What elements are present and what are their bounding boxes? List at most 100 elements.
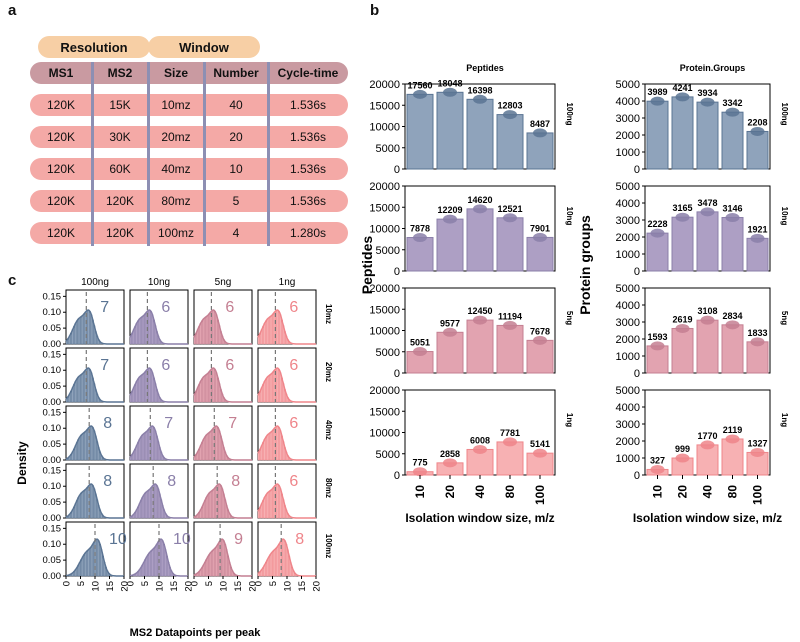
y-tick-label: 4000 (616, 96, 640, 108)
histogram-bar (150, 550, 152, 577)
density-curve (257, 483, 316, 519)
bar (721, 438, 744, 476)
density-curve (129, 367, 188, 403)
data-label: 2619 (672, 314, 692, 324)
y-tick-label: 20000 (369, 181, 400, 193)
data-point (413, 89, 427, 99)
y-tick-label: 20000 (369, 283, 400, 295)
histogram-bar (83, 432, 86, 461)
x-tick-label: 15 (233, 581, 244, 592)
y-tick-label: 0.00 (43, 513, 62, 524)
histogram-bar (155, 485, 158, 519)
bar (466, 98, 494, 170)
histogram-bar (278, 369, 280, 403)
x-tick-label: 0 (62, 581, 73, 586)
y-tick-label: 0.05 (43, 323, 62, 334)
histogram-bar (88, 311, 91, 345)
y-tick-label: 0.10 (43, 307, 62, 318)
histogram-bar (276, 425, 279, 461)
histogram-bar (90, 425, 93, 461)
x-axis-label: Isolation window size, m/z (633, 511, 782, 525)
histogram-bar (270, 315, 273, 345)
data-label: 5051 (410, 338, 430, 348)
histogram-bar (201, 320, 203, 345)
group-header-resolution: Resolution (38, 36, 150, 58)
data-point (700, 315, 715, 325)
bar (671, 216, 694, 272)
density-curve (193, 483, 252, 519)
y-tick-label: 0 (634, 368, 640, 380)
histogram-bar (276, 309, 279, 345)
density-curve (257, 538, 316, 577)
histogram-bar (151, 549, 154, 577)
histogram-bar (148, 367, 151, 403)
bar (696, 211, 719, 272)
x-tick-label: 40 (473, 485, 487, 499)
histogram-bar (211, 429, 214, 461)
histogram-bar (283, 540, 286, 577)
histogram-bar (138, 439, 141, 461)
histogram-bar (265, 378, 267, 403)
median-value: 7 (100, 299, 109, 316)
column-title: 1ng (279, 277, 296, 288)
median-value: 7 (164, 415, 173, 432)
y-tick-label: 10000 (369, 428, 400, 440)
y-tick-label: 5000 (616, 181, 640, 193)
bar (406, 237, 434, 272)
facet-label: 20mz (324, 362, 333, 382)
density-curve (193, 309, 252, 345)
x-tick-label: 10 (651, 485, 665, 499)
histogram-bar (209, 431, 212, 461)
x-tick-label: 20 (184, 581, 195, 592)
x-tick-label: 10 (283, 581, 294, 592)
x-tick-label: 40 (701, 485, 715, 499)
table-cell: 120K (105, 194, 135, 208)
histogram-bar (75, 378, 78, 403)
y-tick-label: 3000 (616, 317, 640, 329)
histogram-bar (77, 497, 80, 519)
data-label: 1770 (697, 431, 717, 441)
histogram-bar (206, 315, 209, 345)
histogram-bar (270, 489, 273, 519)
bar (436, 218, 464, 272)
column-divider (203, 62, 206, 246)
histogram-bar (77, 439, 80, 461)
histogram-bar (275, 548, 278, 577)
histogram-bar (208, 432, 211, 461)
histogram-bar (206, 556, 209, 577)
panel-label-b: b (370, 2, 380, 19)
density-curve (257, 309, 316, 345)
data-label: 1593 (647, 332, 667, 342)
histogram-bar (86, 487, 88, 519)
histogram-bar (263, 381, 266, 403)
histogram-bar (78, 494, 81, 519)
histogram-bar (272, 487, 275, 519)
table-cell: 120K (46, 130, 76, 144)
median-value: 8 (103, 473, 112, 490)
histogram-bar (203, 375, 206, 403)
histogram-bar (81, 373, 84, 403)
median-value: 8 (295, 531, 304, 548)
y-tick-label: 2000 (616, 130, 640, 142)
histogram-bar (199, 381, 202, 403)
histogram-bar (141, 434, 144, 461)
bar (671, 96, 694, 170)
column-header: Number (213, 66, 259, 80)
x-axis-label: MS2 Datapoints per peak (130, 627, 262, 639)
median-value: 6 (225, 299, 234, 316)
y-tick-label: 0.05 (43, 497, 62, 508)
y-tick-label: 0.10 (43, 365, 62, 376)
data-label: 12209 (437, 205, 462, 215)
histogram-bar (270, 431, 273, 461)
data-label: 9577 (440, 318, 460, 328)
data-point (750, 447, 765, 457)
y-tick-label: 2000 (616, 232, 640, 244)
bar (496, 324, 524, 374)
data-label: 1327 (747, 438, 767, 448)
histogram-bar (142, 494, 145, 519)
histogram-bar (88, 369, 91, 403)
histogram-bar (205, 316, 208, 345)
density-curve (257, 425, 316, 461)
histogram-bar (145, 556, 148, 577)
chart-title: Peptides (466, 63, 504, 73)
